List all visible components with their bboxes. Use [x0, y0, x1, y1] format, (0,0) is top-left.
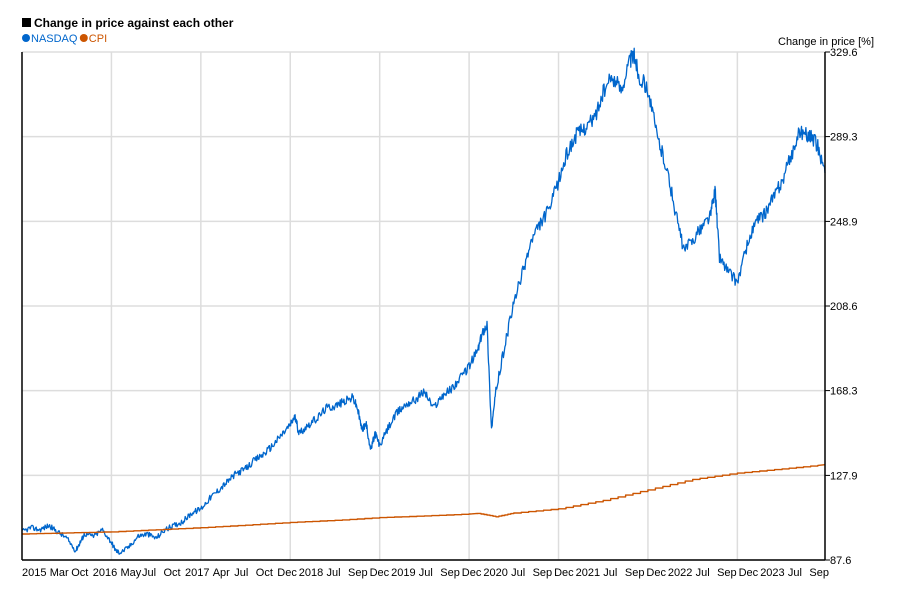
- x-tick-label: Oct: [71, 567, 88, 579]
- x-tick-label: Dec: [646, 567, 666, 579]
- x-tick-label: 2021: [576, 567, 600, 579]
- series-line-cpi: [22, 464, 826, 535]
- y-tick-label: 248.9: [830, 216, 858, 228]
- grid: [22, 51, 825, 561]
- x-tick-label: Jul: [603, 567, 617, 579]
- y-tick-label: 329.6: [830, 47, 858, 59]
- x-tick-label: 2018: [299, 567, 323, 579]
- x-tick-label: Apr: [213, 567, 230, 579]
- y-tick-label: 289.3: [830, 132, 858, 144]
- x-tick-label: Jul: [142, 567, 156, 579]
- y-ticks: 87.6 127.9 168.3 208.6 248.9 289.3 329.6: [825, 47, 858, 567]
- x-tick-label: 2022: [668, 567, 692, 579]
- x-tick-label: Dec: [554, 567, 574, 579]
- legend-dot-nasdaq: [22, 34, 30, 42]
- x-tick-label: Sep: [348, 567, 368, 579]
- x-tick-label: Oct: [164, 567, 181, 579]
- x-tick-label: 2023: [760, 567, 784, 579]
- y-tick-label: 127.9: [830, 470, 858, 482]
- x-tick-label: May: [121, 567, 142, 579]
- x-tick-label: 2015: [22, 567, 46, 579]
- legend-dot-cpi: [79, 34, 88, 42]
- x-tick-label: Sep: [717, 567, 737, 579]
- x-tick-label: Oct: [256, 567, 273, 579]
- x-tick-label: Mar: [50, 567, 69, 579]
- x-tick-label: Jul: [696, 567, 710, 579]
- title-square-icon: [22, 18, 31, 27]
- legend: NASDAQ CPI: [22, 33, 107, 45]
- x-tick-label: Jul: [419, 567, 433, 579]
- x-tick-label: Jul: [788, 567, 802, 579]
- x-tick-label: 2016: [93, 567, 117, 579]
- x-tick-label: Dec: [462, 567, 482, 579]
- legend-label-nasdaq: NASDAQ: [31, 33, 78, 45]
- y-axis-label: Change in price [%]: [778, 36, 874, 48]
- x-tick-label: 2019: [391, 567, 415, 579]
- series-line-nasdaq: [22, 47, 826, 555]
- x-tick-label: Jul: [234, 567, 248, 579]
- x-tick-label: Dec: [739, 567, 759, 579]
- legend-label-cpi: CPI: [89, 33, 107, 45]
- y-tick-label: 208.6: [830, 301, 858, 313]
- x-tick-label: Jul: [511, 567, 525, 579]
- series-group: [22, 47, 826, 555]
- x-tick-label: Sep: [440, 567, 460, 579]
- x-tick-label: 2017: [185, 567, 209, 579]
- x-tick-label: Sep: [625, 567, 645, 579]
- chart-title: Change in price against each other: [34, 16, 234, 30]
- x-tick-label: Dec: [277, 567, 297, 579]
- y-tick-label: 87.6: [830, 555, 851, 567]
- x-tick-label: 2020: [483, 567, 507, 579]
- x-tick-label: Sep: [533, 567, 553, 579]
- x-tick-label: Jul: [327, 567, 341, 579]
- y-tick-label: 168.3: [830, 386, 858, 398]
- x-tick-label: Dec: [370, 567, 390, 579]
- x-ticks: 2015 Mar Oct 2016 May Jul Oct 2017 Apr Jul Oct Dec 2…: [22, 567, 829, 579]
- x-tick-label: Sep: [809, 567, 829, 579]
